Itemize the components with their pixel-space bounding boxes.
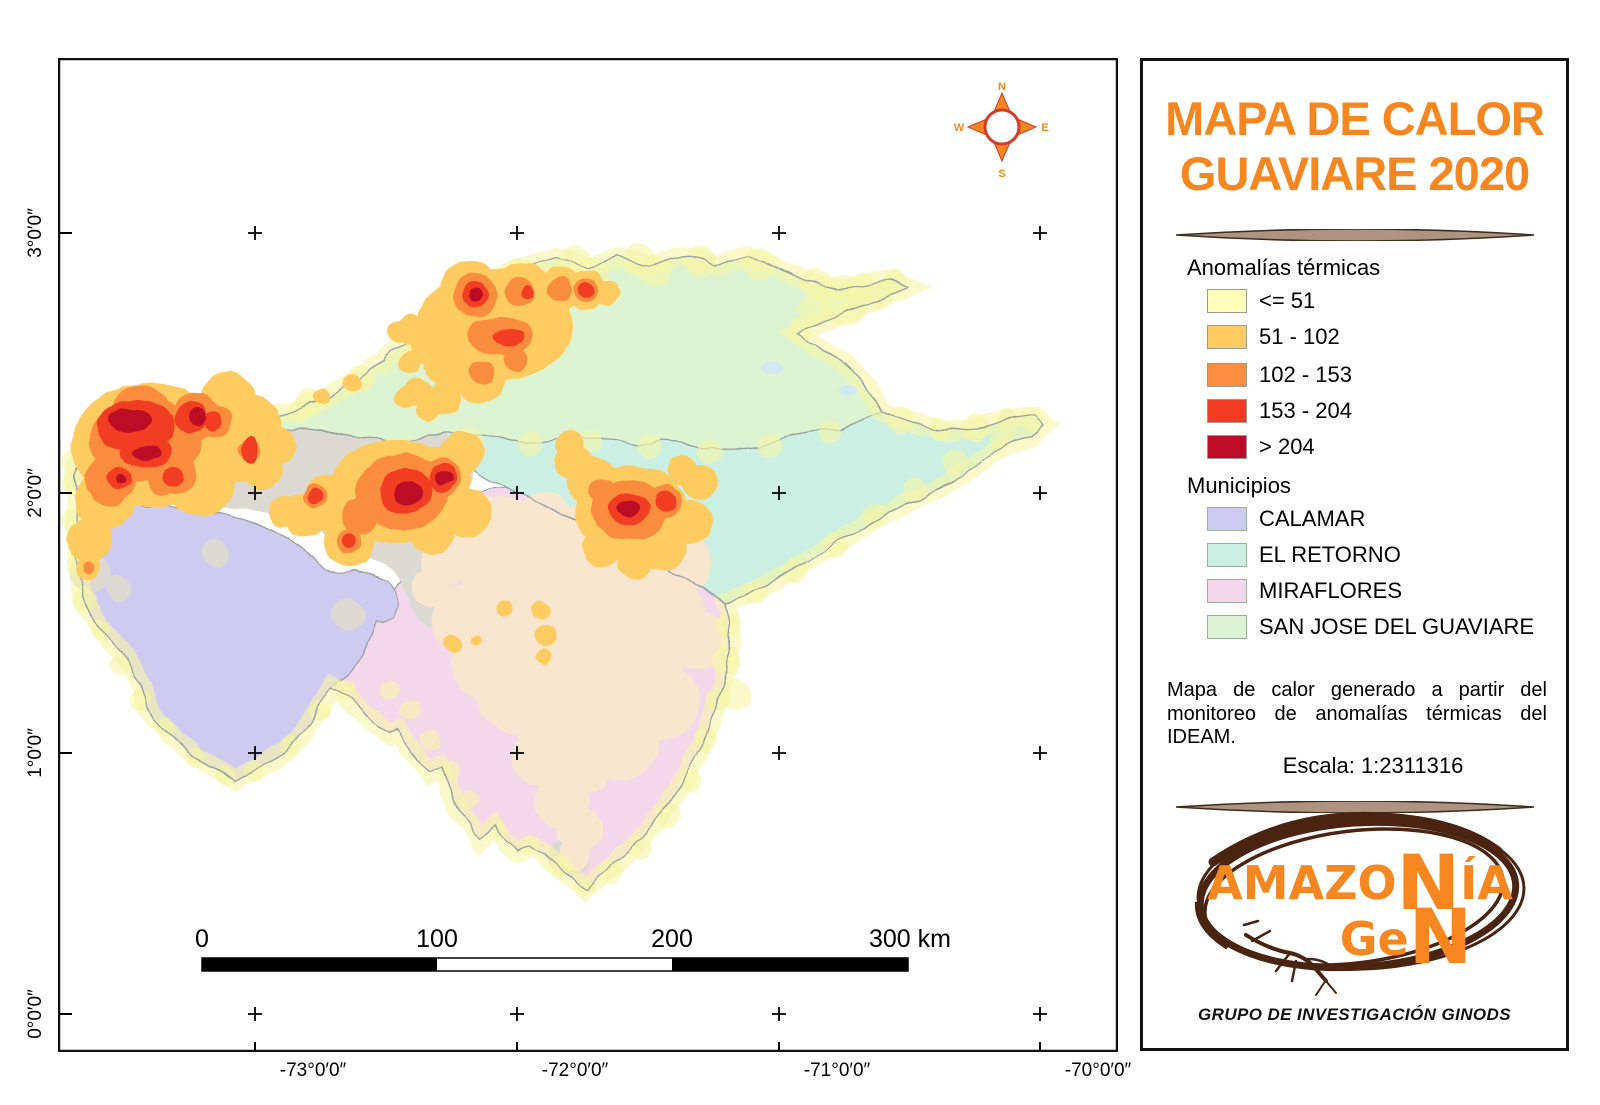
svg-text:GeN: GeN (1340, 892, 1473, 981)
map-canvas: N E S W 0 100 200 300 km (50, 57, 1119, 1064)
map-title-line2: GUAVIARE 2020 (1179, 147, 1530, 200)
legend-item-san-jose: SAN JOSE DEL GUAVIARE (1207, 614, 1535, 639)
legend-heading-municipios: Municipios (1187, 473, 1291, 498)
logo-neuron-icon (1242, 919, 1337, 996)
compass-s: S (998, 168, 1005, 180)
legend-label: SAN JOSE DEL GUAVIARE (1259, 614, 1535, 639)
legend-item-calamar: CALAMAR (1207, 506, 1366, 531)
compass-rose-icon: N E S W (954, 81, 1049, 180)
map-frame-border (57, 57, 1119, 1053)
legend-label: CALAMAR (1259, 506, 1366, 531)
legend-heading-anomalias: Anomalías térmicas (1187, 255, 1381, 280)
y-axis-label-3: 3°0′0″ (25, 208, 46, 258)
scale-label-300km: 300 km (869, 925, 951, 953)
y-axis-label-2: 2°0′0″ (25, 468, 46, 518)
legend-item-102-153: 102 - 153 (1207, 362, 1352, 387)
logo-amazo: AMAZO (1207, 856, 1396, 910)
svg-text:AMAZONÍA: AMAZONÍA (1207, 838, 1513, 927)
legend-label: 153 - 204 (1259, 398, 1352, 423)
x-axis-label-70: -70°0′0″ (1064, 1060, 1132, 1081)
heat-layer-gt-204 (108, 287, 639, 516)
legend-label: 102 - 153 (1259, 362, 1352, 387)
map-description: Mapa de calor generado a partir del moni… (1167, 679, 1547, 748)
compass-e: E (1041, 122, 1048, 134)
legend-panel: MAPA DE CALOR GUAVIARE 2020 Anomalías té… (1140, 58, 1569, 1051)
legend-label: MIRAFLORES (1259, 578, 1403, 603)
divider-bottom (1175, 801, 1535, 813)
legend-item-miraflores: MIRAFLORES (1207, 578, 1403, 603)
legend-label: EL RETORNO (1259, 542, 1401, 567)
graticule-crosses (248, 226, 1047, 1021)
guaviare-heatmap: N E S W 0 100 200 300 km (50, 57, 1119, 1064)
legend-item-51-102: 51 - 102 (1207, 324, 1340, 349)
compass-w: W (954, 122, 965, 134)
legend-item-lte-51: <= 51 (1207, 288, 1316, 313)
legend-label: > 204 (1259, 434, 1315, 459)
logo-ge: Ge (1340, 912, 1409, 966)
legend-label: 51 - 102 (1259, 324, 1340, 349)
scale-label-100: 100 (416, 925, 458, 953)
legend-label: <= 51 (1259, 288, 1316, 313)
scale-text: Escala: 1:2311316 (1282, 753, 1464, 778)
logo-ia: ÍA (1460, 856, 1513, 910)
water-layer (760, 362, 857, 395)
research-group-caption: GRUPO DE INVESTIGACIÓN GINODS (1198, 1005, 1511, 1024)
x-axis-label-73: -73°0′0″ (279, 1060, 347, 1081)
divider-top (1175, 229, 1535, 241)
logo-ellipse-sketch (1194, 811, 1526, 972)
scale-label-200: 200 (651, 925, 693, 953)
x-axis-label-71: -71°0′0″ (803, 1060, 871, 1081)
amazonia-gen-logo: AMAZONÍA GeN (1194, 811, 1526, 996)
y-axis-label-1: 1°0′0″ (25, 728, 46, 778)
x-axis-label-72: -72°0′0″ (541, 1060, 609, 1081)
map-title: MAPA DE CALOR GUAVIARE 2020 (1143, 91, 1566, 201)
logo-big-n1: N (1397, 838, 1461, 927)
scale-bar: 0 100 200 300 km (195, 925, 951, 972)
map-title-line1: MAPA DE CALOR (1165, 92, 1545, 145)
legend-item-el-retorno: EL RETORNO (1207, 542, 1401, 567)
compass-n: N (998, 81, 1006, 93)
legend-item-gt-204: > 204 (1207, 434, 1315, 459)
y-axis-label-0: 0°0′0″ (25, 989, 46, 1039)
logo-big-n2: N (1409, 892, 1473, 981)
legend-item-153-204: 153 - 204 (1207, 398, 1352, 423)
scale-label-0: 0 (195, 925, 209, 953)
